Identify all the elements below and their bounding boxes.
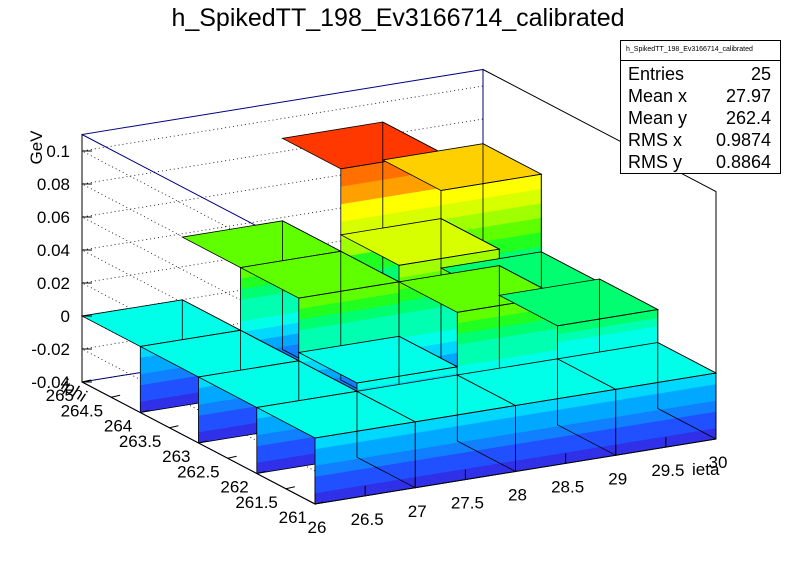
stats-label: Entries [628,64,685,84]
y-tick-label: 265 [46,386,74,405]
y-tick [169,425,179,429]
stats-value: 25 [750,64,771,84]
lego-bar [456,358,618,472]
z-tick-label: -0.02 [31,340,70,359]
x-tick-label: 29.5 [651,461,684,480]
stats-box-name: h_SpikedTT_198_Ev3166714_calibrated [621,41,780,61]
lego-bar [355,374,517,489]
lego-towers [80,121,718,505]
x-tick-label: 26.5 [351,510,384,529]
y-tick [198,440,208,444]
y-tick-label: 262 [220,478,248,497]
y-tick-label: 264 [104,417,132,436]
stats-label: Mean y [628,108,688,128]
y-tick-label: 263.5 [119,432,162,451]
stats-row-mean-y: Mean y 262.4 [621,107,780,129]
frame-edge [482,69,717,439]
z-tick-label: 0.06 [37,208,70,227]
stats-box: h_SpikedTT_198_Ev3166714_calibrated Entr… [620,40,781,174]
stats-label: Mean x [628,86,688,106]
y-tick [227,455,237,459]
stats-value: 27.97 [725,86,771,106]
z-tick-label: 0.02 [37,274,70,293]
y-tick [140,410,150,413]
y-tick-label: 264.5 [61,401,104,420]
x-tick-label: 30 [709,453,728,472]
stats-value: 0.8864 [715,152,771,172]
y-tick [314,501,325,505]
z-tick-label: -0.04 [31,373,70,392]
y-tick-label: 261 [279,508,307,527]
x-tick-label: 28.5 [551,477,584,496]
y-tick [256,471,266,474]
stats-row-entries: Entries 25 [621,63,780,85]
stats-value: 262.4 [725,108,771,128]
chart-title: h_SpikedTT_198_Ev3166714_calibrated [171,4,625,32]
z-tick-label: 0.04 [37,241,70,260]
stats-label: RMS y [628,152,682,172]
y-tick-label: 263 [162,447,190,466]
z-axis-title: GeV [27,130,46,165]
stats-row-rms-y: RMS y 0.8864 [621,151,780,173]
y-tick [81,379,92,383]
y-tick-label: 261.5 [235,493,278,512]
y-tick-label: 262.5 [177,462,220,481]
z-tick-label: 0.08 [37,175,70,194]
stats-label: RMS x [628,130,682,150]
lego-bar [556,341,718,456]
x-tick-label: 28 [508,486,527,505]
x-axis-title: ieta [692,460,720,479]
x-tick-label: 27 [408,502,427,521]
bar-side-outline [657,341,717,440]
stats-row-mean-x: Mean x 27.97 [621,85,780,107]
z-tick-label: 0.1 [46,142,70,161]
stats-value: 0.9874 [715,130,771,150]
z-tick-label: 0 [61,307,70,326]
stats-row-rms-x: RMS x 0.9874 [621,129,780,151]
x-tick-label: 29 [608,469,627,488]
y-tick [285,486,295,490]
y-tick [111,394,121,398]
x-tick-label: 26 [308,518,327,537]
x-tick-label: 27.5 [451,494,484,513]
